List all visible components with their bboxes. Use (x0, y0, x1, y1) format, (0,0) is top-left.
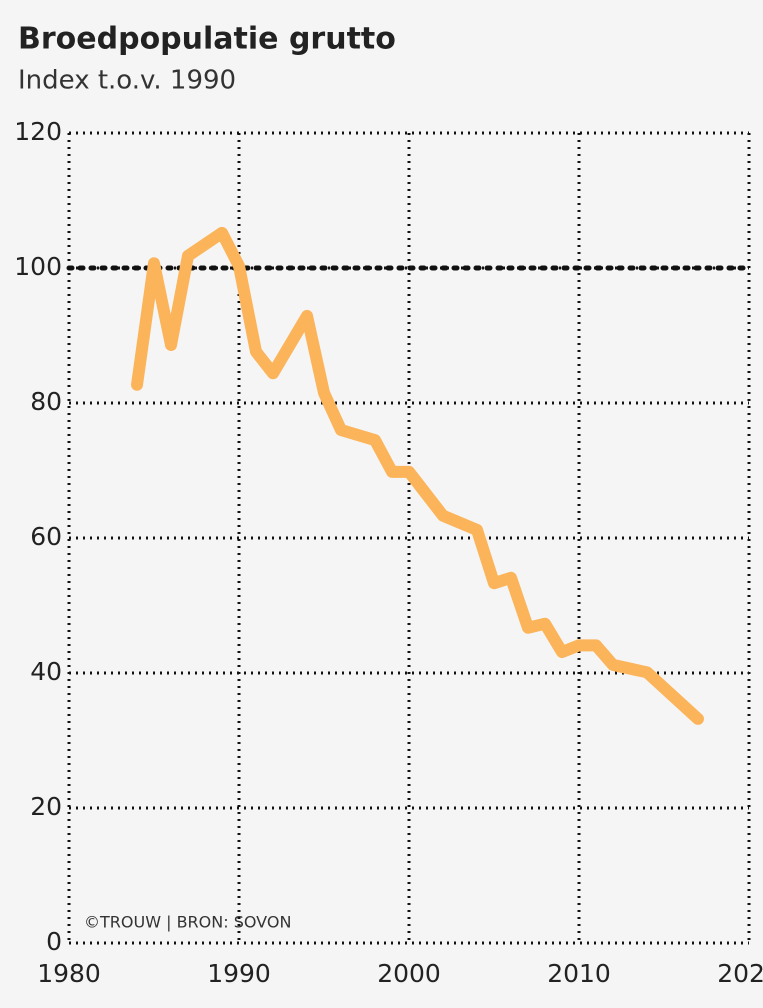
chart-subtitle: Index t.o.v. 1990 (18, 66, 236, 96)
y-tick-label: 20 (30, 792, 62, 821)
y-tick-label: 80 (30, 387, 62, 416)
y-tick-label: 0 (46, 927, 62, 956)
x-tick-label: 1990 (207, 959, 271, 988)
chart-title: Broedpopulatie grutto (18, 22, 396, 57)
x-tick-label: 2020 (717, 959, 763, 988)
y-tick-label: 120 (14, 117, 62, 146)
y-tick-label: 60 (30, 522, 62, 551)
x-tick-label: 2010 (547, 959, 611, 988)
x-tick-label: 1980 (37, 959, 101, 988)
y-tick-label: 100 (14, 252, 62, 281)
data-line (131, 226, 704, 725)
y-tick-label: 40 (30, 657, 62, 686)
source: ©TROUW | BRON: SOVON (84, 913, 291, 932)
x-tick-label: 2000 (377, 959, 441, 988)
